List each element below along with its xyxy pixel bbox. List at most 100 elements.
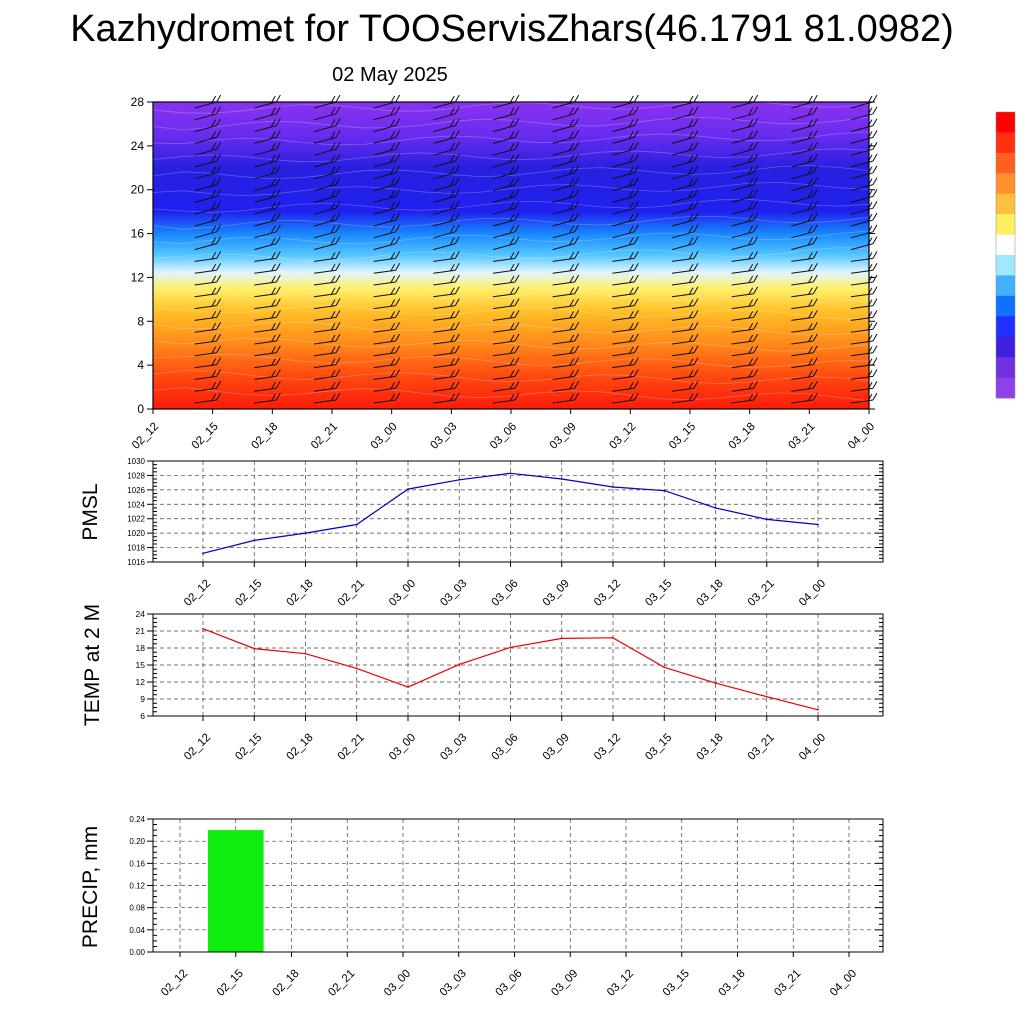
- wind-barb: [254, 165, 281, 180]
- wind-barb: [313, 392, 341, 404]
- wind-barb: [194, 345, 222, 357]
- wind-barb: [552, 380, 580, 392]
- data-point: [202, 552, 204, 555]
- wind-barb: [254, 274, 281, 286]
- wind-barb: [254, 153, 281, 168]
- wind-barb: [254, 106, 281, 121]
- wind-barb: [373, 130, 401, 144]
- wind-barb: [254, 177, 281, 192]
- wind-barb: [791, 262, 818, 274]
- wind-barb: [194, 310, 222, 321]
- data-point: [612, 486, 614, 488]
- heatmap-field: [153, 102, 869, 409]
- wind-barb: [791, 333, 818, 345]
- wind-barb: [492, 274, 520, 286]
- wind-barb: [791, 189, 818, 203]
- wind-barb: [492, 333, 520, 345]
- wind-barb: [492, 212, 520, 227]
- wind-barb: [373, 321, 401, 333]
- colorbar-swatch: [996, 152, 1015, 174]
- wind-barb: [492, 141, 520, 156]
- wind-barb: [492, 236, 520, 251]
- x-tick-label: 03_09: [541, 732, 572, 763]
- wind-barb: [492, 177, 520, 192]
- wind-barb: [194, 392, 222, 404]
- y-tick-label: 1018: [127, 544, 145, 553]
- wind-barb: [373, 369, 401, 380]
- wind-barb: [671, 141, 699, 156]
- wind-barb: [254, 310, 281, 321]
- wind-barb: [313, 189, 341, 203]
- data-point: [817, 708, 819, 711]
- wind-barb: [612, 153, 639, 168]
- wind-barb: [612, 357, 639, 369]
- wind-barb: [313, 177, 341, 192]
- wind-barb: [492, 392, 520, 404]
- wind-barb: [731, 392, 759, 404]
- wind-barb: [254, 357, 281, 369]
- wind-barb: [433, 224, 460, 239]
- wind-barb: [731, 380, 759, 392]
- wind-barb: [373, 118, 401, 133]
- x-tick-label: 03_15: [643, 732, 674, 763]
- wind-barb: [612, 236, 639, 251]
- x-tick-label: 03_21: [746, 578, 777, 609]
- wind-barb: [612, 392, 639, 404]
- wind-barb: [194, 153, 222, 168]
- wind-barb: [492, 130, 520, 144]
- x-tick-label: 03_18: [695, 578, 726, 609]
- panel-frame: [152, 818, 884, 953]
- x-tick-label: 03_12: [592, 732, 623, 763]
- wind-barb: [313, 212, 341, 227]
- wind-barb: [373, 106, 401, 121]
- wind-barb: [313, 310, 341, 321]
- y-tick-label: 0.00: [129, 948, 145, 957]
- wind-barb: [433, 321, 460, 333]
- data-point: [458, 663, 461, 666]
- x-tick-label: 02_15: [190, 421, 221, 452]
- wind-barb: [373, 286, 401, 298]
- wind-barb: [671, 333, 699, 345]
- wind-barb: [492, 310, 520, 321]
- wind-barb: [194, 165, 222, 180]
- y-tick-label: 16: [131, 227, 145, 241]
- pmsl-panel: 1016 1018 1020 1022 1024 1026 1028 1030 02_12 02_…: [79, 457, 884, 609]
- x-tick-label: 02_21: [326, 968, 357, 999]
- wind-barb: [552, 357, 580, 369]
- wind-barb: [791, 106, 818, 121]
- x-tick-label: 03_12: [607, 421, 638, 452]
- x-tick-label: 03_18: [695, 732, 726, 763]
- wind-barb: [552, 224, 580, 239]
- wind-barb: [552, 298, 580, 310]
- wind-barb: [313, 333, 341, 345]
- wind-barb: [313, 357, 341, 369]
- wind-barb: [731, 310, 759, 321]
- y-tick-label: 18: [136, 643, 146, 653]
- wind-barb: [671, 212, 699, 227]
- y-tick-label: 1028: [127, 471, 145, 480]
- wind-barb: [552, 118, 580, 133]
- wind-barb: [552, 274, 580, 286]
- wind-barb: [791, 224, 818, 239]
- wind-barb: [373, 310, 401, 321]
- wind-barb: [313, 345, 341, 357]
- wind-barb: [373, 251, 401, 262]
- temperature-panel: 6 9 12 15 18 21 24 02_12 02_15 02_18 02_21 03_00 03_…: [81, 604, 884, 763]
- wind-barb: [254, 141, 281, 156]
- x-tick-label: 02_12: [159, 968, 190, 999]
- chart-date: 02 May 2025: [332, 64, 448, 86]
- wind-barb: [313, 286, 341, 298]
- wind-barb: [731, 165, 759, 180]
- y-tick-label: 1022: [127, 515, 145, 524]
- x-tick-label: 03_15: [661, 968, 692, 999]
- wind-barb: [194, 212, 222, 227]
- wind-barb: [671, 392, 699, 404]
- wind-barb: [254, 212, 281, 227]
- wind-barb: [552, 212, 580, 227]
- wind-barb: [194, 286, 222, 298]
- x-tick-label: 02_21: [336, 732, 367, 763]
- wind-barb: [373, 236, 401, 251]
- wind-barb: [194, 262, 222, 274]
- x-tick-label: 03_00: [387, 578, 418, 609]
- wind-barb: [433, 130, 460, 144]
